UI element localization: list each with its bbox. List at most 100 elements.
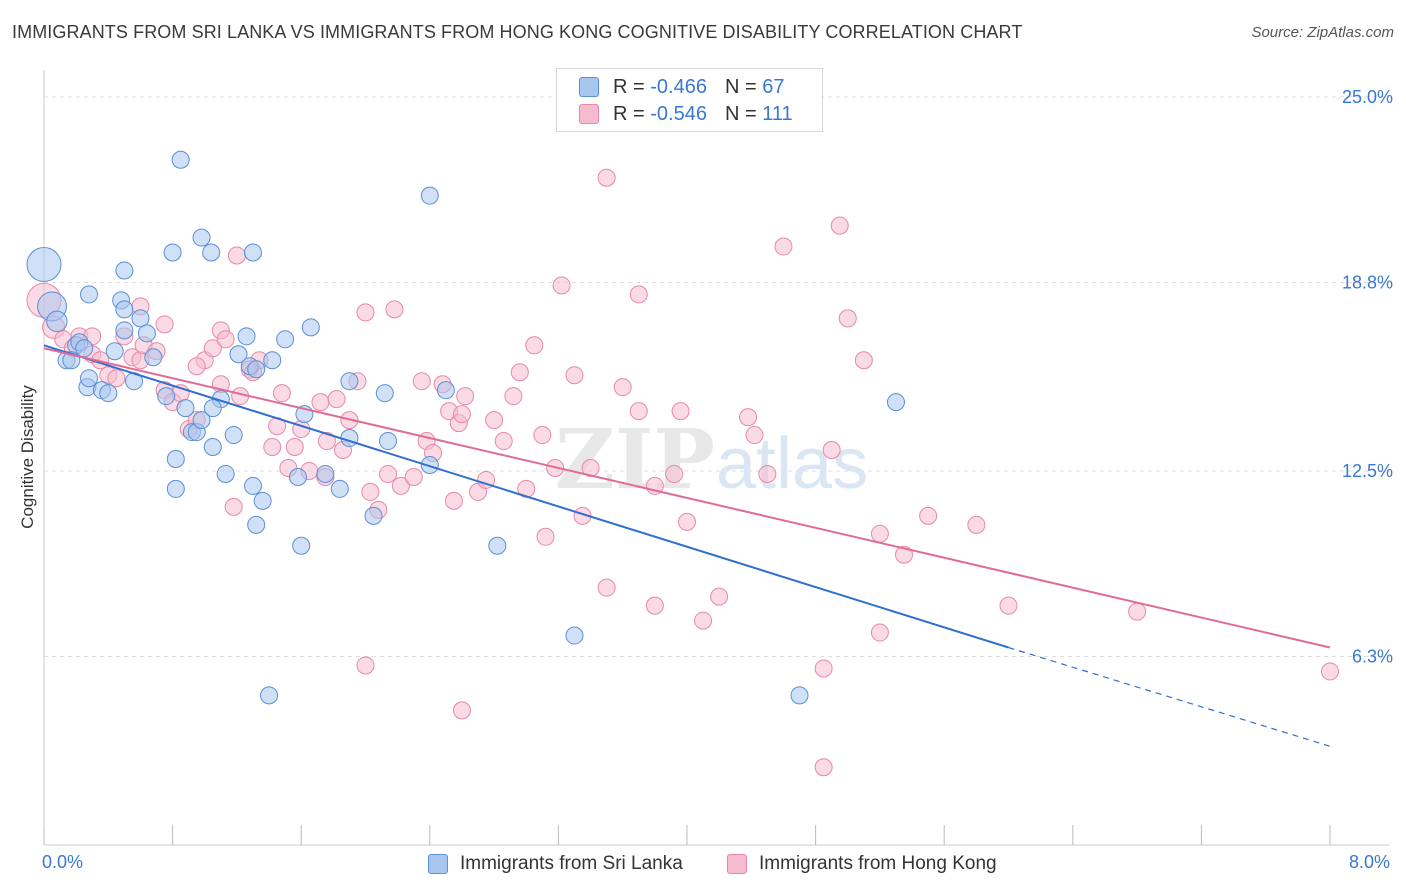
legend-r-value: -0.466 — [650, 75, 707, 98]
sri-lanka-point — [237, 327, 256, 346]
hong-kong-point — [356, 656, 375, 675]
sri-lanka-point — [80, 369, 99, 388]
sri-lanka-point — [99, 384, 118, 403]
legend-n-label: N = — [724, 102, 757, 125]
sri-lanka-point — [166, 479, 185, 498]
sri-lanka-point — [229, 345, 248, 364]
sri-lanka-point — [253, 491, 272, 510]
y-tick-label: 12.5% — [1342, 461, 1393, 481]
sri-lanka-point — [565, 626, 584, 645]
sri-lanka-point — [46, 310, 68, 333]
hong-kong-point — [710, 587, 729, 606]
hong-kong-point — [385, 300, 404, 319]
sri-lanka-point — [171, 150, 190, 169]
legend-r-label: R = — [613, 75, 645, 98]
sri-lanka-point — [886, 393, 905, 412]
hong-kong-point — [187, 357, 206, 376]
sri-lanka-point — [364, 506, 383, 525]
hong-kong-point — [356, 303, 375, 322]
hong-kong-point — [552, 276, 571, 295]
sri-lanka-point — [80, 285, 99, 304]
legend-row-hong-kong: R = -0.546 N = 111 — [579, 102, 793, 126]
sri-lanka-point — [420, 455, 439, 474]
sri-lanka-point — [137, 324, 156, 343]
sri-lanka-point — [316, 464, 335, 483]
hong-kong-point — [822, 441, 841, 460]
sri-lanka-point — [330, 479, 349, 498]
legend-swatch-sri-lanka — [579, 77, 599, 97]
hong-kong-point — [565, 366, 584, 385]
legend-n-label: N = — [724, 75, 757, 98]
bottom-legend-label-sri-lanka: Immigrants from Sri Lanka — [460, 853, 683, 874]
bottom-legend-hong-kong[interactable]: Immigrants from Hong Kong — [727, 853, 997, 875]
sri-lanka-point — [263, 351, 282, 370]
sri-lanka-point — [192, 411, 211, 430]
sri-lanka-point — [292, 536, 311, 555]
hong-kong-point — [485, 411, 504, 430]
chart-source: Source: ZipAtlas.com — [1251, 24, 1394, 41]
watermark: ZIP atlas — [555, 412, 868, 508]
hong-kong-point — [1128, 602, 1147, 621]
hong-kong-point — [327, 390, 346, 409]
sri-lanka-point — [243, 476, 262, 495]
hong-kong-point — [645, 596, 664, 615]
hong-kong-point — [870, 623, 889, 642]
legend-r-label: R = — [613, 102, 645, 125]
sri-lanka-trend-extension — [1008, 646, 1331, 747]
hong-kong-point — [285, 438, 304, 457]
sri-lanka-point — [26, 246, 62, 282]
y-tick-label: 6.3% — [1352, 646, 1393, 666]
hong-kong-point — [665, 464, 684, 483]
correlation-legend: R = -0.466 N = 67 R = -0.546 N = 111 — [556, 68, 823, 132]
data-points — [26, 150, 1339, 777]
sri-lanka-point — [115, 261, 134, 280]
watermark-zip: ZIP — [555, 412, 715, 508]
hong-kong-point — [814, 659, 833, 678]
hong-kong-point — [263, 438, 282, 457]
hong-kong-point — [854, 351, 873, 370]
hong-kong-point — [745, 426, 764, 445]
hong-kong-point — [671, 402, 690, 421]
sri-lanka-point — [203, 438, 222, 457]
y-tick-label: 18.8% — [1342, 272, 1393, 292]
hong-kong-point — [597, 578, 616, 597]
y-tick-label: 25.0% — [1342, 87, 1393, 107]
hong-kong-point — [227, 246, 246, 265]
hong-kong-point — [504, 387, 523, 406]
hong-kong-point — [412, 372, 431, 391]
hong-kong-point — [533, 426, 552, 445]
hong-kong-point — [391, 476, 410, 495]
hong-kong-point — [379, 464, 398, 483]
sri-lanka-point — [436, 381, 455, 400]
hong-kong-point — [999, 596, 1018, 615]
hong-kong-point — [452, 701, 471, 720]
hong-kong-point — [774, 237, 793, 256]
sri-lanka-point — [216, 464, 235, 483]
y-tick-labels: 6.3% 12.5% 18.8% 25.0% — [1342, 87, 1393, 667]
legend-n-value: 111 — [762, 102, 793, 125]
sri-lanka-point — [247, 360, 266, 379]
chart-title: IMMIGRANTS FROM SRI LANKA VS IMMIGRANTS … — [12, 22, 1023, 42]
hong-kong-point — [967, 515, 986, 534]
sri-lanka-point — [340, 372, 359, 391]
hong-kong-point — [525, 336, 544, 355]
hong-kong-point — [456, 387, 475, 406]
legend-row-sri-lanka: R = -0.466 N = 67 — [579, 75, 784, 99]
sri-lanka-point — [420, 186, 439, 205]
sri-lanka-point — [157, 387, 176, 406]
hong-kong-point — [895, 545, 914, 564]
hong-kong-trend-line — [43, 347, 1331, 649]
bottom-legend-label-hong-kong: Immigrants from Hong Kong — [759, 853, 997, 874]
hong-kong-point — [629, 285, 648, 304]
hong-kong-point — [361, 482, 380, 501]
hong-kong-point — [919, 506, 938, 525]
sri-lanka-point — [301, 318, 320, 337]
hong-kong-point — [830, 216, 849, 235]
hong-kong-point — [838, 309, 857, 328]
trend-lines — [43, 344, 1331, 747]
hong-kong-point — [536, 527, 555, 546]
sri-lanka-point — [375, 384, 394, 403]
sri-lanka-point — [75, 339, 94, 358]
bottom-legend-sri-lanka[interactable]: Immigrants from Sri Lanka — [428, 853, 683, 875]
sri-lanka-point — [105, 342, 124, 361]
